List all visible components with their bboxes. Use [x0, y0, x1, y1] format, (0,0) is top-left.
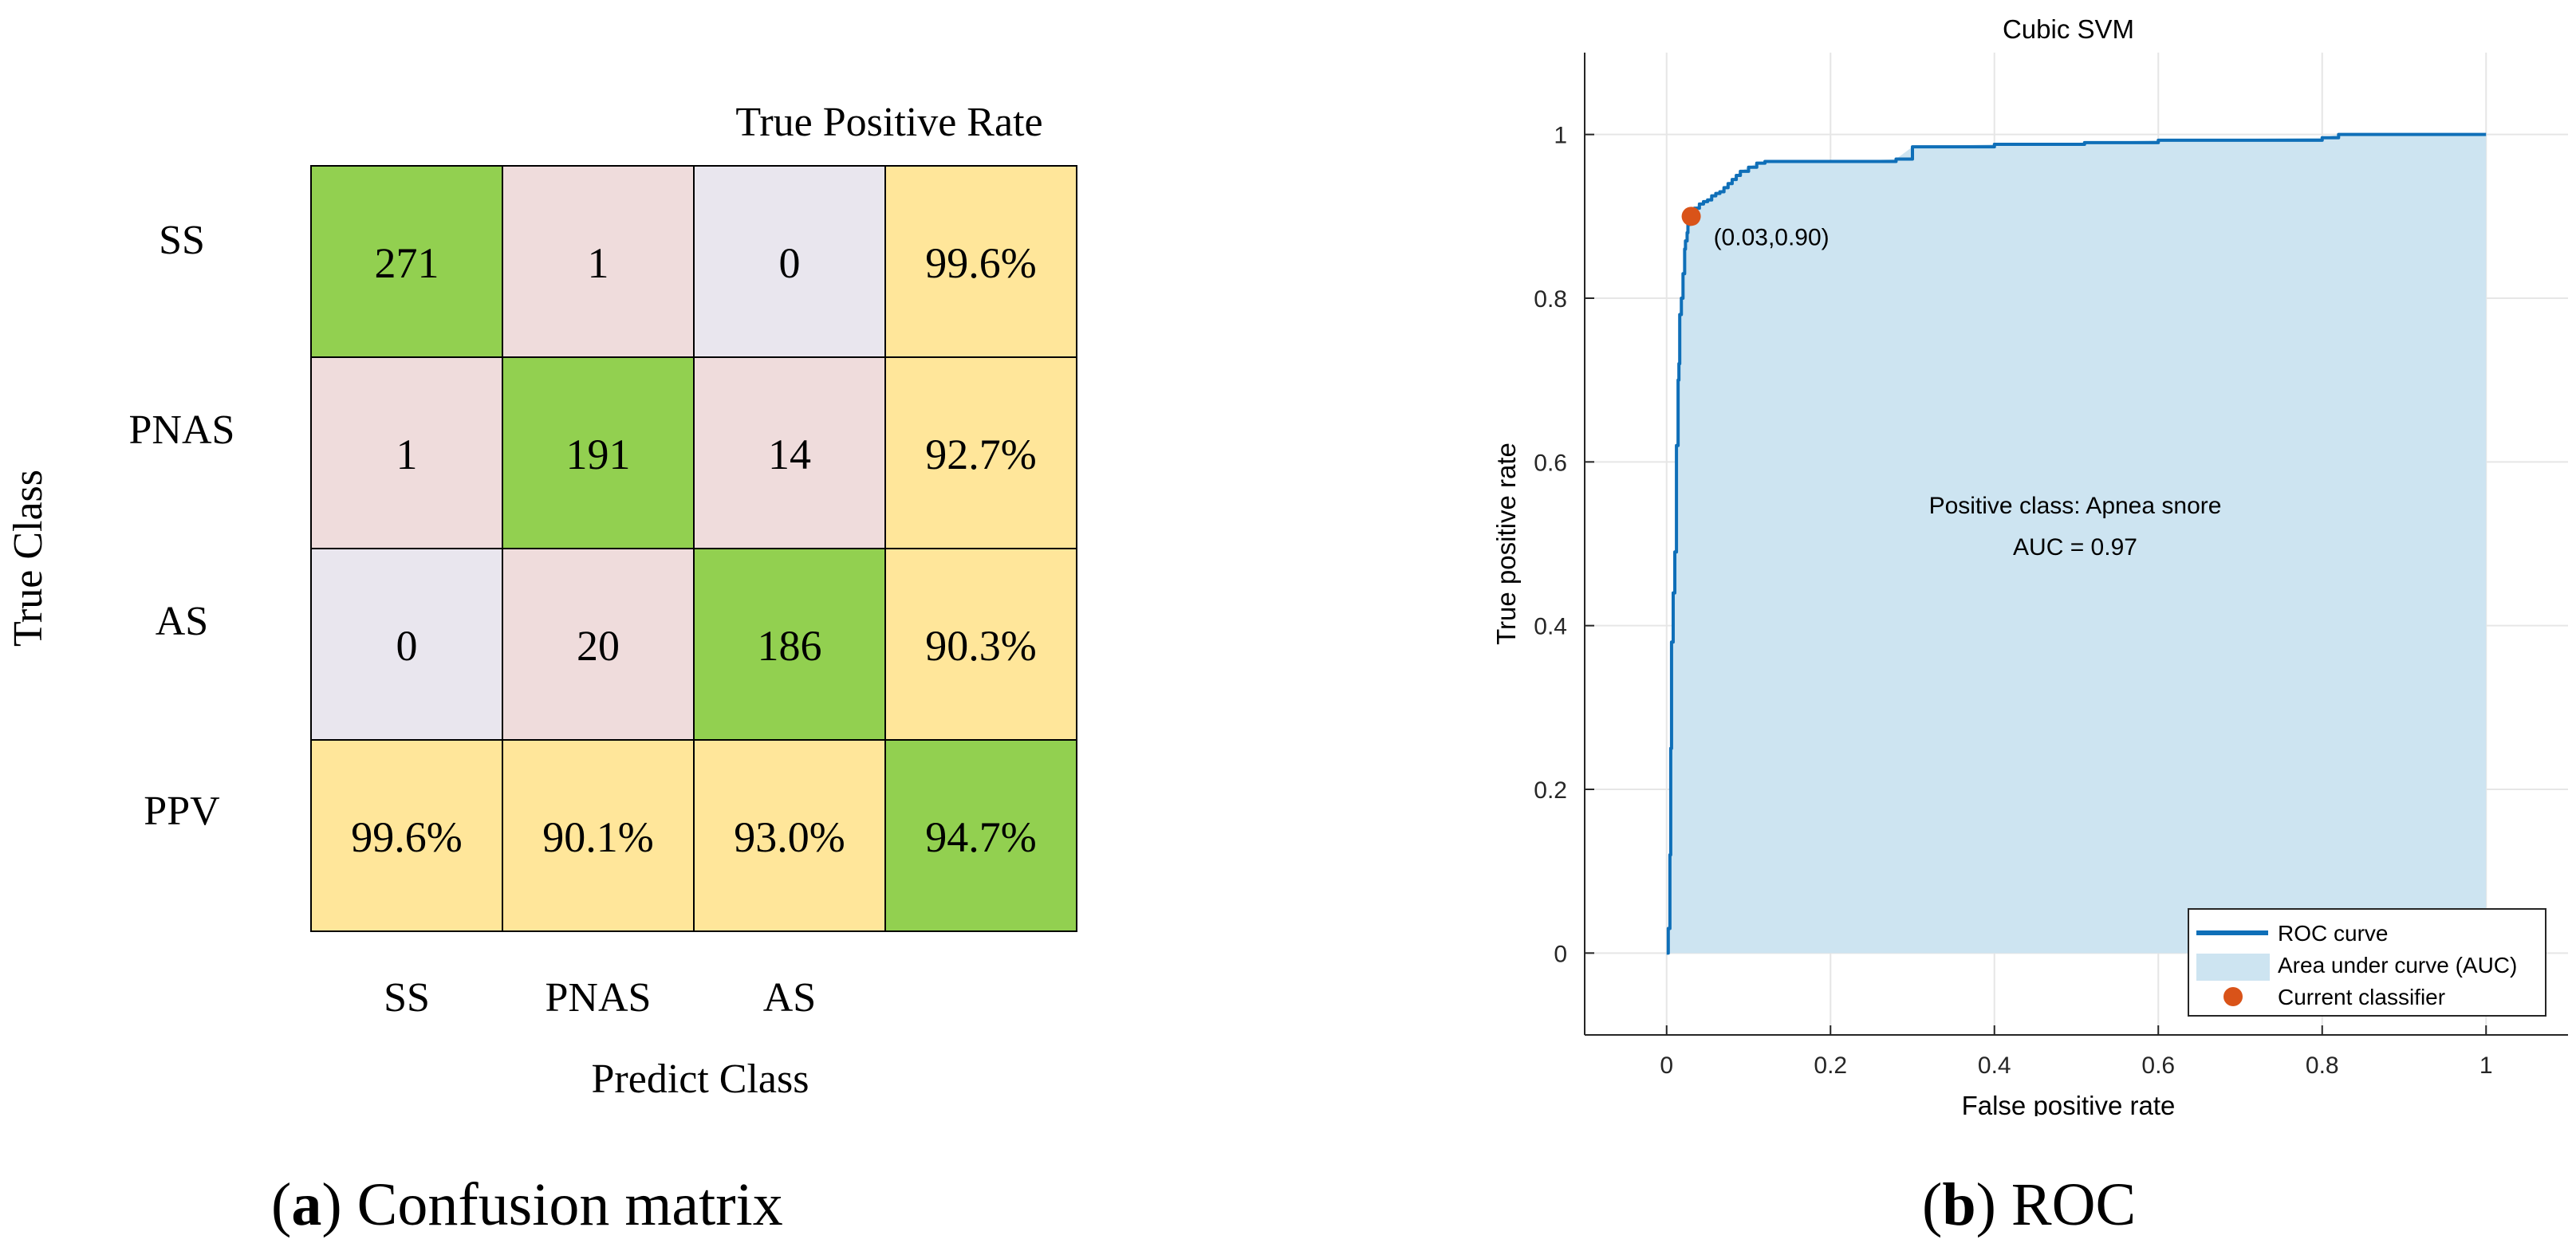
caption-a-letter: a — [291, 1171, 322, 1238]
roc-figure: 0 0.2 0.4 0.6 0.8 1 0 0.2 0.4 0.6 0.8 1 Cubic SVM Fal… — [1491, 14, 2568, 1116]
cm-cell-value: 93.0% — [734, 813, 845, 861]
cm-row-label: AS — [156, 599, 208, 644]
cm-cell: 271 — [310, 165, 503, 358]
cm-cell-value: 1 — [396, 431, 418, 478]
roc-y-tick-label: 0.8 — [1534, 286, 1567, 313]
cm-cell-value: 99.6% — [925, 239, 1036, 287]
caption-a: (a) Confusion matrix — [271, 1170, 783, 1240]
roc-legend-entry: Area under curve (AUC) — [2278, 953, 2517, 978]
cm-row-label: PNAS — [129, 407, 235, 453]
roc-legend: ROC curve Area under curve (AUC) Current c… — [2188, 908, 2546, 1017]
cm-cell-value: 191 — [566, 431, 631, 478]
roc-y-tick-label: 0.2 — [1534, 777, 1567, 804]
cm-cell: 0 — [693, 165, 886, 358]
roc-y-tick-label: 1 — [1554, 123, 1567, 149]
roc-x-tick-label: 0.6 — [2141, 1052, 2175, 1079]
caption-a-text: ) Confusion matrix — [321, 1171, 783, 1238]
cm-cell-bg — [502, 165, 695, 358]
confusion-matrix-cells: 271 1 0 99.6% 1 191 14 92.7% 0 20 186 90.3% 99.6% 90.… — [310, 165, 1077, 932]
cm-cell-value: 99.6% — [351, 813, 462, 861]
cm-cell-value: 20 — [577, 622, 620, 670]
cm-cell-bg — [502, 739, 695, 932]
cm-cell-bg — [884, 739, 1077, 932]
roc-xlabel: False positive rate — [1962, 1091, 2176, 1116]
cm-cell: 1 — [310, 356, 503, 549]
cm-cell-bg — [502, 356, 695, 549]
cm-cell-value: 186 — [758, 622, 822, 670]
roc-x-tick-label: 0.2 — [1814, 1052, 1847, 1079]
cm-cell-bg — [693, 739, 886, 932]
confusion-matrix-labels: SS PNAS AS PPV SS PNAS AS True Positive Rate Pre… — [6, 100, 1043, 1102]
roc-title: Cubic SVM — [2003, 14, 2134, 44]
cm-cell: 93.0% — [693, 739, 886, 932]
cm-cell: 90.3% — [884, 548, 1077, 741]
cm-cell-bg — [310, 356, 503, 549]
roc-x-tick-label: 0 — [1660, 1052, 1673, 1079]
cm-cell-value: 271 — [375, 239, 439, 287]
roc-x-tick-label: 0.4 — [1978, 1052, 2011, 1079]
cm-cell-bg — [884, 356, 1077, 549]
cm-col-label: PNAS — [546, 975, 652, 1021]
roc-x-tick-label: 0.8 — [2306, 1052, 2339, 1079]
roc-x-tick-label: 1 — [2479, 1052, 2493, 1079]
cm-cell: 14 — [693, 356, 886, 549]
cm-xlabel: Predict Class — [592, 1056, 809, 1102]
caption-b-text: ) ROC — [1975, 1171, 2137, 1238]
cm-cell-bg — [884, 548, 1077, 741]
cm-cell: 0 — [310, 548, 503, 741]
cm-title: True Positive Rate — [735, 100, 1042, 145]
cm-ylabel: True Class — [6, 470, 51, 647]
cm-col-label: AS — [763, 975, 816, 1021]
roc-legend-area-swatch — [2196, 954, 2270, 981]
roc-y-tick-label: 0 — [1554, 941, 1567, 967]
cm-cell-bg — [693, 165, 886, 358]
cm-cell-value: 92.7% — [925, 431, 1036, 478]
roc-annotation-class: Positive class: Apnea snore — [1929, 493, 2222, 519]
cm-cell: 1 — [502, 165, 695, 358]
caption-b: (b) ROC — [1922, 1170, 2136, 1240]
roc-y-tick-label: 0.4 — [1534, 614, 1567, 640]
cm-cell-bg — [693, 356, 886, 549]
cm-col-label: SS — [384, 975, 430, 1021]
cm-cell-value: 94.7% — [925, 813, 1036, 861]
cm-cell-value: 0 — [396, 622, 418, 670]
cm-cell: 94.7% — [884, 739, 1077, 932]
cm-cell: 90.1% — [502, 739, 695, 932]
cm-cell-value: 90.3% — [925, 622, 1036, 670]
roc-plot-area: 0 0.2 0.4 0.6 0.8 1 0 0.2 0.4 0.6 0.8 1 Cubic SVM Fal… — [1491, 14, 2568, 1116]
cm-cell-bg — [310, 165, 503, 358]
roc-ylabel: True positive rate — [1491, 443, 1521, 645]
cm-cell-bg — [310, 548, 503, 741]
cm-cell-value: 90.1% — [542, 813, 653, 861]
cm-cell-value: 1 — [588, 239, 609, 287]
caption-b-letter: b — [1942, 1171, 1976, 1238]
roc-legend-entry: ROC curve — [2278, 921, 2388, 946]
cm-row-label: SS — [159, 218, 205, 263]
current-classifier-label: (0.03,0.90) — [1714, 224, 1830, 250]
roc-y-tick-label: 0.6 — [1534, 450, 1567, 476]
roc-auc-area — [1666, 134, 2487, 954]
caption-b-prefix: ( — [1922, 1171, 1943, 1238]
cm-row-label: PPV — [144, 789, 219, 834]
confusion-matrix-figure: 271 1 0 99.6% 1 191 14 92.7% 0 20 186 90.3% 99.6% 90.… — [6, 100, 1077, 1102]
cm-cell-bg — [310, 739, 503, 932]
roc-annotation-auc: AUC = 0.97 — [2013, 534, 2137, 561]
cm-cell-value: 14 — [768, 431, 811, 478]
roc-curve-line — [1666, 132, 2487, 955]
roc-legend-entry: Current classifier — [2278, 985, 2445, 1009]
cm-cell: 99.6% — [884, 165, 1077, 358]
cm-cell-value: 0 — [779, 239, 801, 287]
roc-legend-marker-swatch — [2223, 987, 2243, 1006]
cm-cell: 191 — [502, 356, 695, 549]
current-classifier-marker — [1681, 207, 1701, 226]
caption-a-prefix: ( — [271, 1171, 292, 1238]
cm-cell: 92.7% — [884, 356, 1077, 549]
cm-cell: 99.6% — [310, 739, 503, 932]
